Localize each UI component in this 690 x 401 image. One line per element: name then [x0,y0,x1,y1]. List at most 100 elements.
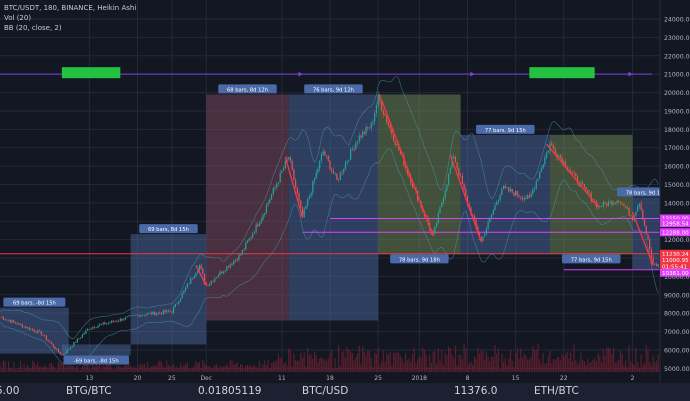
volume-bar [329,353,331,372]
volume-bar [85,361,87,372]
volume-bar [540,364,543,372]
volume-bar [174,369,176,372]
volume-bar [190,368,192,372]
candle-body [358,135,360,142]
candle-body [396,143,398,146]
volume-bar [32,360,34,372]
candle-body [69,347,72,349]
volume-bar [298,360,300,372]
candle-body [477,226,479,233]
candle-body [363,131,365,134]
volume-bar [415,363,417,372]
candle-body [612,202,615,205]
volume-bar [351,353,353,372]
volume-bar [282,363,285,372]
candle-body [442,198,445,203]
bollinger-indicator-label[interactable]: BB (20, close, 2) [4,24,62,32]
candle-body [186,283,188,288]
candle-body [518,195,520,197]
volume-bar [454,345,457,372]
volume-bar [427,367,429,372]
volume-bar [260,368,262,372]
volume-bar [80,369,82,372]
time-tick-label: 25 [168,375,176,382]
candle-body [250,237,252,239]
candle-body [484,234,486,237]
volume-bar [380,361,383,372]
volume-bar [597,352,599,372]
volume-bar [226,364,228,372]
candle-body [485,228,488,235]
volume-bar [207,366,209,372]
candle-body [160,312,163,314]
candle-body [504,185,506,188]
ticker-symbol[interactable]: BTG/BTC [66,385,112,397]
measure-label: 69 bars, 8d 15h [148,227,189,233]
candle-body [277,182,280,184]
ticker-value[interactable]: 5.00 [0,385,20,397]
candle-body [240,254,242,256]
candle-body [97,325,99,328]
volume-bar [398,352,400,372]
price-label: 12958.54 [662,221,689,227]
candle-body [16,323,18,325]
ticker-symbol[interactable]: ETH/BTC [534,385,579,397]
volume-bar [392,352,395,372]
volume-bar [262,364,264,372]
candle-body [611,200,613,205]
volume-bar [286,365,288,372]
volume-bar [621,354,623,372]
volume-bar [313,351,316,372]
candle-body [460,175,462,177]
measure-label-bg [139,224,198,234]
volume-bar [592,359,594,372]
volume-bar [521,358,524,372]
volume-bar [539,359,541,372]
volume-bar [625,359,627,372]
volume-bar [160,361,163,372]
candle-body [23,326,25,328]
down-arrow-head [594,202,599,207]
volume-bar [116,366,118,372]
volume-bar [317,362,319,372]
volume-bar [511,360,513,372]
candle-body [198,265,200,271]
volume-bar [530,356,532,372]
candle-body [332,170,335,174]
volume-indicator-label[interactable]: Vol (20) [4,14,32,22]
candle-body [451,158,453,168]
candle-body [167,310,170,312]
volume-bar [449,348,451,372]
volume-bar [109,361,111,372]
volume-bar [334,358,336,372]
volume-bar [580,352,582,372]
volume-bar [527,359,529,372]
ticker-symbol[interactable]: BTC/USD [302,385,349,397]
time-tick-label: 22 [560,375,568,382]
ticker-value[interactable]: 0.01805119 [198,385,262,397]
volume-bar [422,348,424,372]
candle-body [312,181,314,193]
ticker-value[interactable]: 11376.0 [454,385,498,397]
candle-body [169,311,171,312]
volume-bar [509,349,512,372]
candle-body [269,199,271,203]
volume-bar [296,360,298,372]
volume-bar [26,365,29,372]
candle-body [570,170,572,173]
candle-body [18,323,20,325]
volume-bar [568,358,570,372]
volume-bar [477,347,479,372]
volume-bar [54,367,56,372]
candle-body [337,179,340,181]
price-label-bg [660,262,690,271]
candle-body [164,310,166,313]
candle-body [104,322,106,325]
candle-body [221,271,223,274]
candle-body [148,312,151,314]
volume-bar [571,361,573,372]
cycle-arrow [470,71,475,77]
candle-body [356,141,359,143]
candle-body [551,143,553,146]
volume-bar [245,365,247,372]
